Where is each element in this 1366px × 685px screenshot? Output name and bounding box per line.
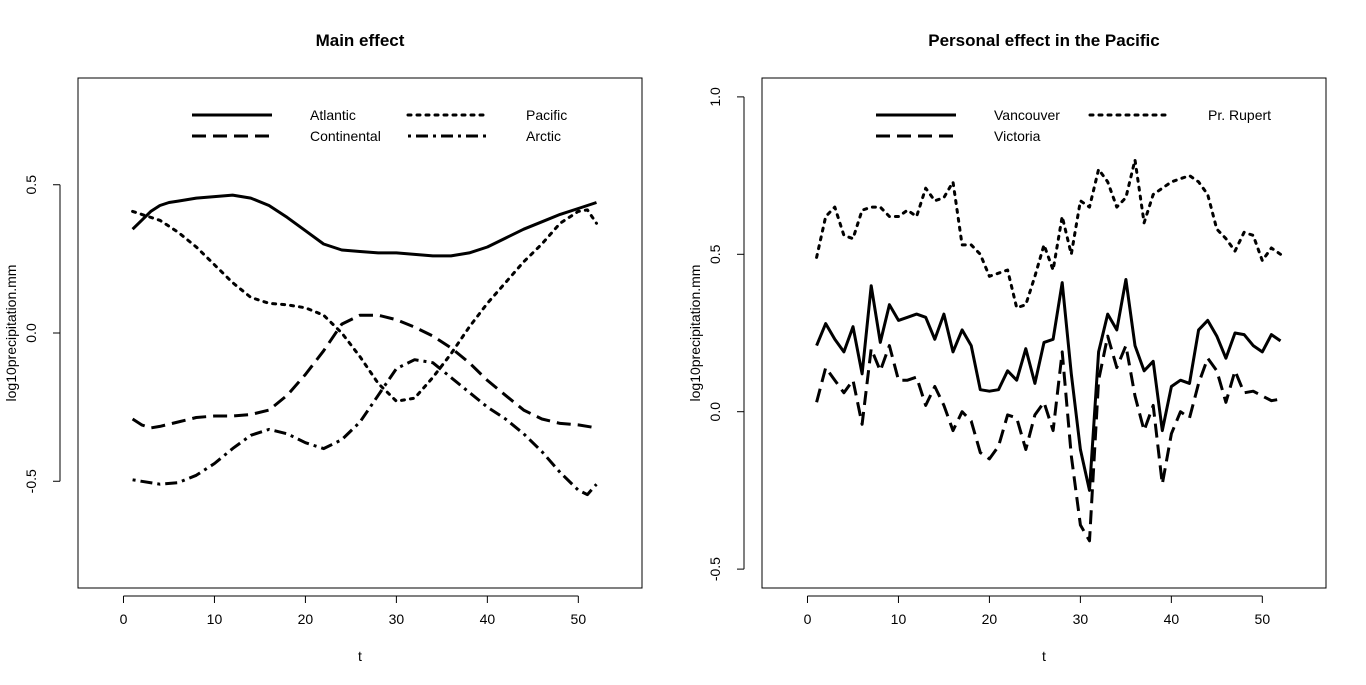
x-tick-label: 0 — [804, 611, 812, 627]
panel-main-effect: Main effect t log10precipitation.mm Atla… — [3, 31, 643, 664]
legend-label-vancouver: Vancouver — [994, 107, 1060, 123]
x-tick-label: 40 — [1164, 611, 1180, 627]
y-tick-label: 0.5 — [707, 244, 723, 264]
y-tick-label: -0.5 — [23, 469, 39, 493]
series-line-vancouver — [815, 278, 1282, 492]
y-axis-label: log10precipitation.mm — [3, 265, 19, 402]
legend-label-arctic: Arctic — [526, 128, 561, 144]
y-tick-label: 1.0 — [707, 87, 723, 107]
x-axis-label: t — [1042, 648, 1046, 664]
legend-label-continental: Continental — [310, 128, 381, 144]
y-tick-label: 0.0 — [707, 402, 723, 422]
x-tick-label: 20 — [298, 611, 314, 627]
y-tick-label: -0.5 — [707, 557, 723, 581]
chart-title: Main effect — [316, 31, 405, 50]
series-line-arctic — [132, 358, 598, 497]
plot-frame — [77, 77, 643, 589]
series-line-pacific — [131, 208, 598, 403]
legend-label-atlantic: Atlantic — [310, 107, 356, 123]
y-tick-label: 0.0 — [23, 323, 39, 343]
x-tick-label: 50 — [571, 611, 587, 627]
x-tick-label: 30 — [1073, 611, 1089, 627]
x-tick-label: 10 — [891, 611, 907, 627]
legend: Atlantic Continental Pacific Arctic — [192, 107, 567, 144]
x-tick-label: 20 — [982, 611, 998, 627]
series-line-atlantic — [131, 193, 597, 258]
x-tick-label: 10 — [207, 611, 223, 627]
chart-title: Personal effect in the Pacific — [928, 31, 1159, 50]
panel-personal-effect: Personal effect in the Pacific t log10pr… — [687, 31, 1327, 664]
y-axis-label: log10precipitation.mm — [687, 265, 703, 402]
legend-label-victoria: Victoria — [994, 128, 1041, 144]
series-line-continental — [131, 313, 597, 430]
x-axis-label: t — [358, 648, 362, 664]
y-tick-label: 0.5 — [23, 175, 39, 195]
series-line-pr-rupert — [815, 158, 1282, 310]
series-line-victoria — [815, 334, 1281, 543]
x-tick-label: 40 — [480, 611, 496, 627]
x-tick-label: 30 — [389, 611, 405, 627]
plot-frame — [761, 77, 1327, 589]
legend: Vancouver Victoria Pr. Rupert — [876, 107, 1271, 144]
legend-label-pr-rupert: Pr. Rupert — [1208, 107, 1271, 123]
x-tick-label: 50 — [1255, 611, 1271, 627]
x-tick-label: 0 — [120, 611, 128, 627]
legend-label-pacific: Pacific — [526, 107, 567, 123]
